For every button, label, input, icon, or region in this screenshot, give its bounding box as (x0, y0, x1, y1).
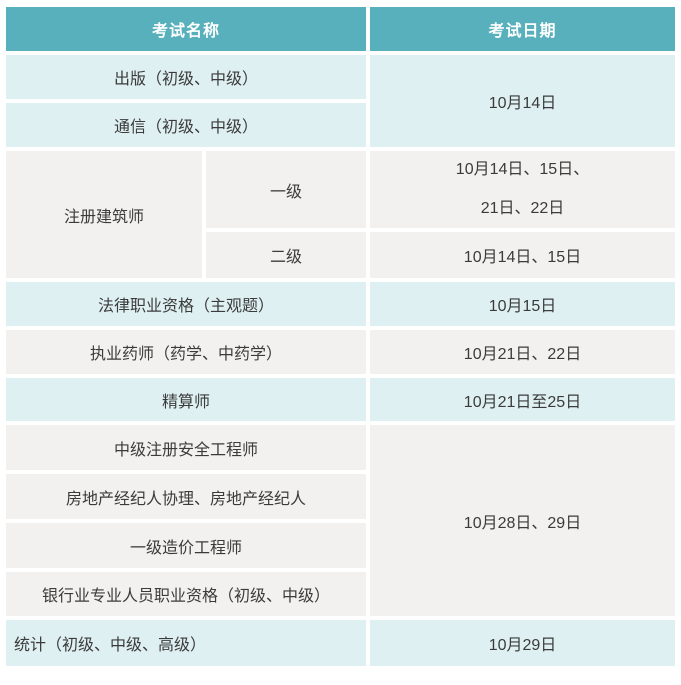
cell-exam-licensed-pharmacist: 执业药师（药学、中药学） (5, 330, 366, 374)
table-row: 精算师 10月21日至25日 (5, 378, 675, 421)
cell-level-two: 二级 (205, 232, 366, 278)
date-cell-architect-level2: 10月14日、15日 (370, 232, 675, 278)
table-row: 二级 10月14日、15日 (6, 232, 675, 278)
table-row: 通信（初级、中级） (5, 103, 675, 147)
table-row: 执业药师（药学、中药学） 10月21日、22日 (5, 330, 675, 374)
cell-exam-statistics: 统计（初级、中级、高级） (5, 620, 366, 666)
date-cell-architect-level1: 10月14日、15日、 21日、22日 (370, 151, 675, 228)
date-cell-oct28-29: 10月28日、29日 (370, 425, 675, 616)
date-cell-oct21-to-25: 10月21日至25日 (370, 378, 675, 421)
exam-schedule-table: 考试名称 考试日期 出版（初级、中级） 10月14日 通信（初级、中级） 注册建… (2, 3, 679, 670)
cell-exam-cost-engineer: 一级造价工程师 (5, 523, 366, 568)
date-cell-oct15: 10月15日 (370, 282, 675, 326)
date-cell-oct14: 10月14日 (370, 55, 675, 147)
table-row: 注册建筑师 一级 10月14日、15日、 21日、22日 (5, 151, 675, 278)
table-row: 统计（初级、中级、高级） 10月29日 (5, 620, 675, 666)
table-row: 出版（初级、中级） 10月14日 (5, 55, 675, 147)
table-row: 中级注册安全工程师 10月28日、29日 (5, 425, 675, 616)
cell-exam-actuary: 精算师 (5, 378, 366, 421)
header-exam-date: 考试日期 (370, 7, 675, 51)
cell-exam-publishing: 出版（初级、中级） (5, 55, 366, 99)
table-row: 法律职业资格（主观题） 10月15日 (5, 282, 675, 326)
table-row: 房地产经纪人协理、房地产经纪人 (5, 474, 675, 519)
table-row: 银行业专业人员职业资格（初级、中级） (5, 572, 675, 616)
cell-level-one: 一级 (205, 151, 366, 228)
header-exam-name: 考试名称 (5, 7, 366, 51)
cell-exam-banking-professional: 银行业专业人员职业资格（初级、中级） (5, 572, 366, 616)
table-row: 一级造价工程师 (5, 523, 675, 568)
cell-exam-safety-engineer: 中级注册安全工程师 (5, 425, 366, 470)
cell-exam-communication: 通信（初级、中级） (5, 103, 366, 147)
table-header-row: 考试名称 考试日期 (5, 7, 675, 51)
cell-group-registered-architect: 注册建筑师 (5, 151, 202, 278)
cell-exam-legal-professional: 法律职业资格（主观题） (5, 282, 366, 326)
cell-exam-real-estate-agent: 房地产经纪人协理、房地产经纪人 (5, 474, 366, 519)
date-cell-oct29: 10月29日 (370, 620, 675, 666)
date-cell-oct21-22: 10月21日、22日 (370, 330, 675, 374)
